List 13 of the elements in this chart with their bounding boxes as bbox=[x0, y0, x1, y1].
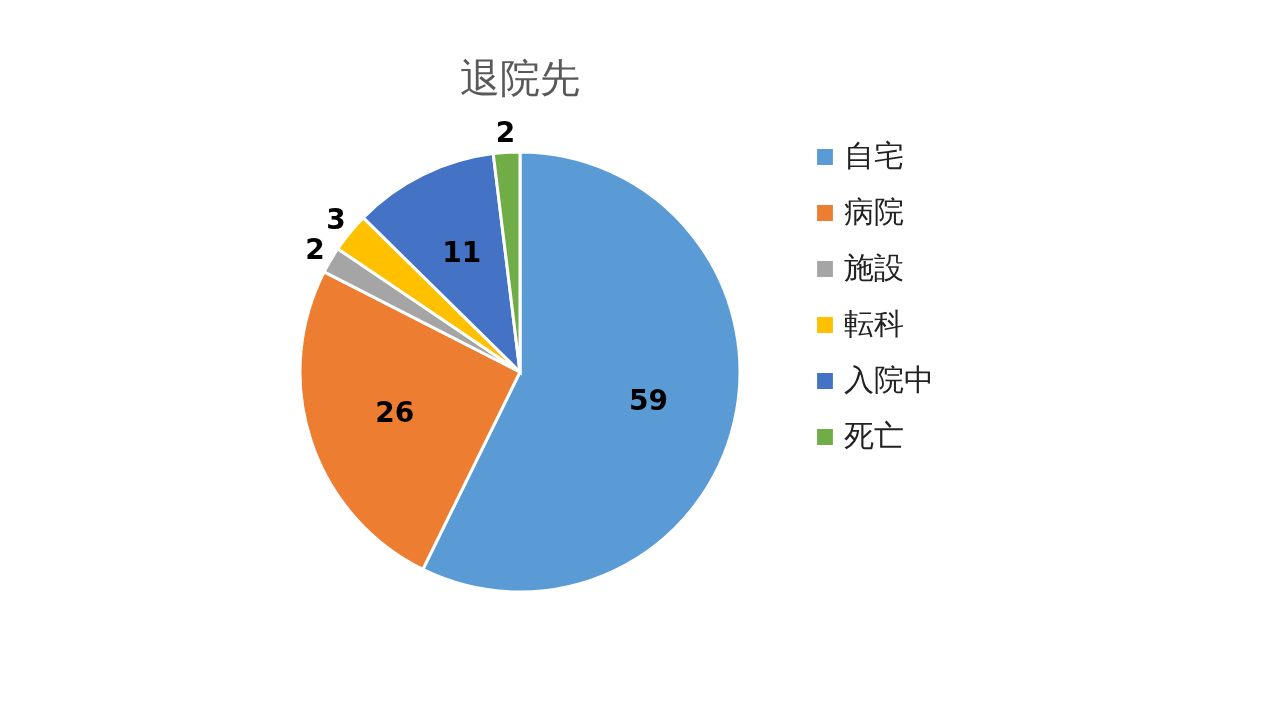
data-label: 11 bbox=[442, 235, 482, 269]
legend-label: 自宅 bbox=[844, 138, 904, 173]
legend-label: 病院 bbox=[844, 194, 904, 229]
legend-label: 入院中 bbox=[844, 362, 934, 397]
data-label: 2 bbox=[495, 116, 516, 150]
chart-title: 退院先 bbox=[460, 55, 580, 102]
data-label: 2 bbox=[305, 232, 325, 266]
legend-label: 転科 bbox=[844, 306, 904, 341]
legend-label: 施設 bbox=[844, 250, 904, 285]
data-label: 59 bbox=[629, 383, 669, 417]
legend-label: 死亡 bbox=[844, 418, 904, 453]
data-label: 26 bbox=[375, 395, 415, 429]
data-label: 3 bbox=[326, 203, 346, 237]
